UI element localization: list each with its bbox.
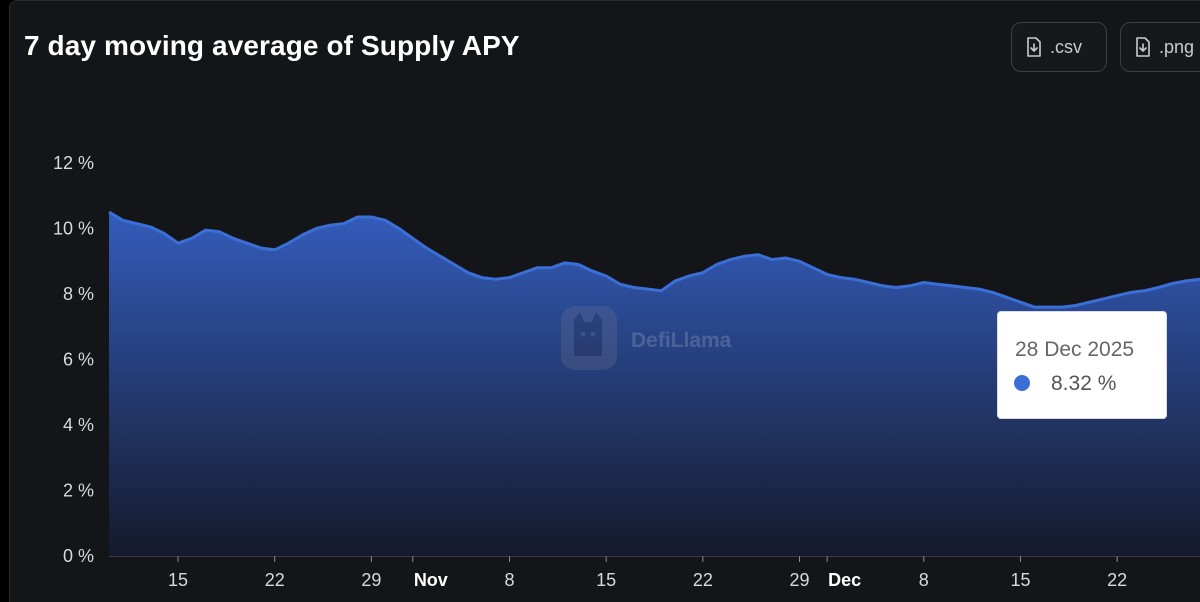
tooltip: 28 Dec 2025 8.32 % <box>997 311 1167 419</box>
download-file-icon <box>1135 37 1151 57</box>
y-axis: 0 % 2 % 4 % 6 % 8 % 10 % 12 % <box>53 153 94 566</box>
series-area <box>109 212 1200 556</box>
x-tick-label: 22 <box>1107 570 1127 590</box>
y-tick-label: 12 % <box>53 153 94 173</box>
chart-title: 7 day moving average of Supply APY <box>24 30 520 61</box>
x-tick-label: 29 <box>789 570 809 590</box>
watermark: DefiLlama <box>561 306 732 370</box>
tooltip-value: 8.32 % <box>1051 372 1117 395</box>
y-tick-label: 6 % <box>63 350 94 370</box>
x-tick-label: 29 <box>361 570 381 590</box>
y-tick-label: 10 % <box>53 219 94 239</box>
csv-label: .csv <box>1050 36 1083 57</box>
tooltip-date: 28 Dec 2025 <box>1015 338 1135 361</box>
x-tick-label: 15 <box>168 570 188 590</box>
x-tick-label: Dec <box>828 570 861 590</box>
watermark-text: DefiLlama <box>631 329 732 352</box>
download-png-button[interactable]: .png <box>1120 22 1200 72</box>
download-file-icon <box>1026 37 1042 57</box>
x-tick-label: Nov <box>414 570 448 590</box>
x-tick-label: 15 <box>1010 570 1030 590</box>
tooltip-series-dot <box>1014 375 1030 391</box>
llama-logo-icon <box>561 306 617 370</box>
x-tick-label: 15 <box>596 570 616 590</box>
x-tick-label: 22 <box>265 570 285 590</box>
x-tick-label: 8 <box>504 570 514 590</box>
x-tick-label: 22 <box>693 570 713 590</box>
download-csv-button[interactable]: .csv <box>1011 22 1107 72</box>
x-axis: 15 22 29 Nov 8 15 22 29 Dec 8 15 22 <box>168 556 1127 590</box>
y-tick-label: 0 % <box>63 546 94 566</box>
y-tick-label: 2 % <box>63 481 94 501</box>
png-label: .png <box>1159 36 1195 57</box>
series-line <box>108 210 1200 309</box>
y-tick-label: 8 % <box>63 284 94 304</box>
y-tick-label: 4 % <box>63 415 94 435</box>
x-tick-label: 8 <box>919 570 929 590</box>
